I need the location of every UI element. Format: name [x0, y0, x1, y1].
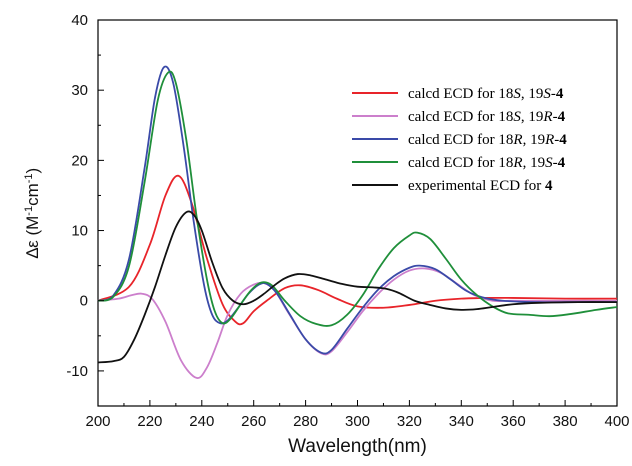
- legend-label-part: calcd ECD for 18: [408, 155, 513, 171]
- legend-label-part: calcd ECD for 18: [408, 86, 513, 102]
- x-tick-label: 380: [553, 413, 578, 430]
- y-axis: -10 0 10 20 30 40: [66, 12, 104, 407]
- legend-label-part: R: [544, 132, 554, 148]
- legend-label-5: experimental ECD for 4: [408, 178, 553, 194]
- legend-label-part: 4: [556, 86, 564, 102]
- legend-label-3: calcd ECD for 18R, 19R-4: [408, 132, 567, 148]
- series-line-1: [97, 174, 618, 326]
- x-tick-label: 300: [345, 413, 370, 430]
- legend-label-part: 4: [545, 178, 553, 194]
- legend-label-2: calcd ECD for 18S, 19R-4: [408, 109, 566, 125]
- x-tick-label: 340: [449, 413, 474, 430]
- legend-label-part: 4: [558, 109, 566, 125]
- x-tick-label: 360: [501, 413, 526, 430]
- series-line-5: [97, 210, 618, 364]
- legend-label-part: S: [543, 86, 551, 102]
- y-axis-label-sup1: -1: [23, 206, 35, 216]
- x-tick-label: 220: [137, 413, 162, 430]
- x-tick-label: 200: [85, 413, 110, 430]
- legend-label-part: S: [513, 86, 521, 102]
- legend-label-part: -: [553, 155, 558, 171]
- x-tick-label: 280: [293, 413, 318, 430]
- legend-label-part: , 19: [521, 109, 544, 125]
- y-tick-label: 20: [71, 152, 88, 169]
- legend-label-part: , 19: [521, 86, 544, 102]
- y-tick-label: 40: [71, 12, 88, 29]
- series-line-3: [97, 65, 617, 355]
- y-axis-label-prefix: ∆ε (M: [23, 216, 42, 259]
- y-axis-label-mid: cm: [23, 183, 42, 206]
- legend-label-part: S: [545, 155, 553, 171]
- legend-label-part: , 19: [523, 132, 546, 148]
- legend-label-part: 4: [558, 155, 566, 171]
- legend-label-part: R: [512, 132, 522, 148]
- y-axis-label-suffix: ): [23, 168, 42, 174]
- legend-label-part: 4: [559, 132, 567, 148]
- y-tick-label: -10: [66, 363, 88, 380]
- y-axis-label-sup2: -1: [23, 173, 35, 183]
- series-line-4: [97, 70, 618, 327]
- legend-label-part: -: [551, 86, 556, 102]
- series-layer: [97, 65, 618, 379]
- legend-label-part: -: [553, 109, 558, 125]
- legend-label-part: calcd ECD for 18: [408, 109, 513, 125]
- legend-label-part: S: [513, 109, 521, 125]
- y-tick-label: 0: [80, 293, 88, 310]
- legend-label-part: experimental ECD for: [408, 178, 545, 194]
- legend-label-4: calcd ECD for 18R, 19S-4: [408, 155, 566, 171]
- series-line-2: [97, 267, 617, 379]
- x-tick-label: 240: [189, 413, 214, 430]
- x-axis-label: Wavelength(nm): [288, 436, 427, 457]
- y-axis-label: ∆ε (M-1cm-1): [23, 168, 42, 258]
- legend-label-part: R: [542, 109, 552, 125]
- y-tick-label: 10: [71, 223, 88, 240]
- x-tick-label: 320: [397, 413, 422, 430]
- legend-label-part: calcd ECD for 18: [408, 132, 513, 148]
- y-tick-label: 30: [71, 82, 88, 99]
- x-axis: 200 220 240 260 280 300 320 340 360 380 400: [85, 400, 630, 430]
- x-tick-label: 400: [604, 413, 629, 430]
- legend-label-part: R: [512, 155, 522, 171]
- legend-label-part: -: [554, 132, 559, 148]
- legend-label-part: , 19: [523, 155, 546, 171]
- x-tick-label: 260: [241, 413, 266, 430]
- legend-label-1: calcd ECD for 18S, 19S-4: [408, 86, 564, 102]
